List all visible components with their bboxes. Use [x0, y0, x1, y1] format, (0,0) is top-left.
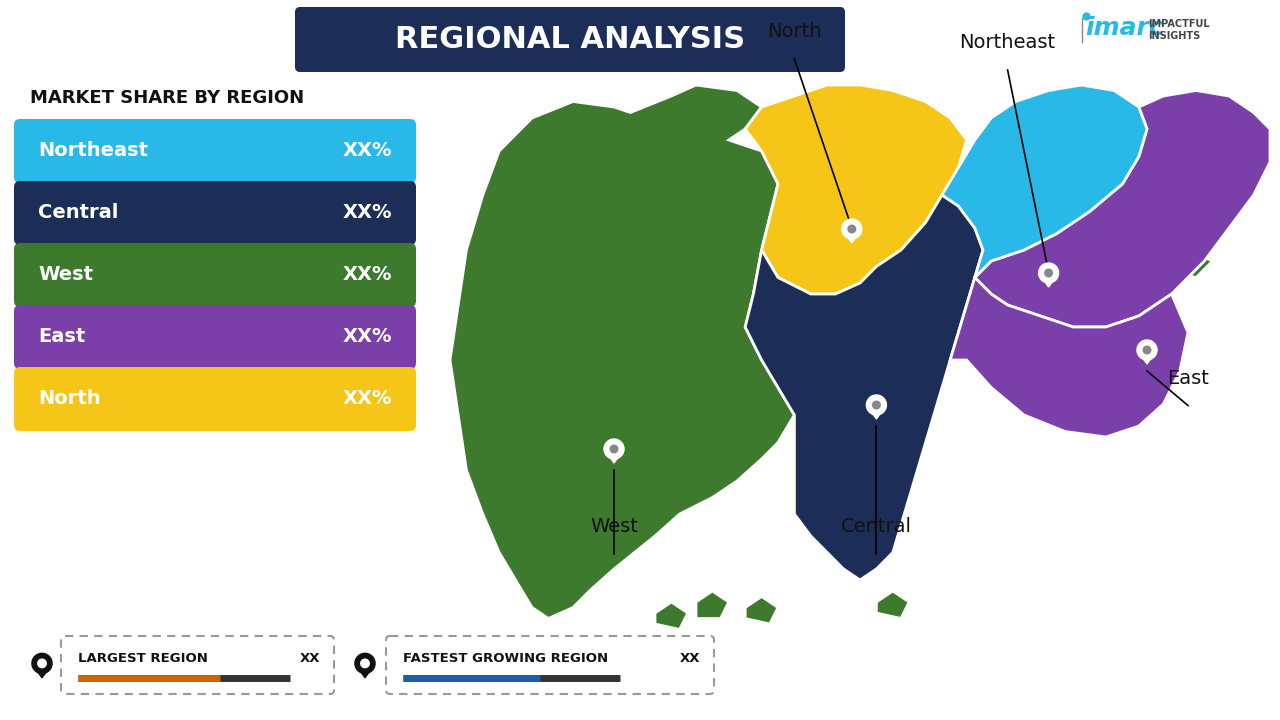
- Polygon shape: [877, 591, 909, 618]
- Circle shape: [873, 401, 881, 409]
- Text: XX: XX: [680, 652, 700, 665]
- FancyBboxPatch shape: [14, 181, 416, 245]
- Text: IMPACTFUL: IMPACTFUL: [1148, 19, 1210, 29]
- Circle shape: [1044, 269, 1052, 276]
- Text: XX%: XX%: [343, 204, 392, 222]
- FancyBboxPatch shape: [387, 636, 714, 694]
- Text: Central: Central: [841, 517, 911, 536]
- Circle shape: [38, 660, 46, 667]
- Text: MARKET SHARE BY REGION: MARKET SHARE BY REGION: [29, 89, 305, 107]
- Polygon shape: [1137, 350, 1157, 364]
- Polygon shape: [696, 591, 728, 618]
- Text: imarc: imarc: [1085, 16, 1164, 40]
- Text: XX%: XX%: [343, 328, 392, 346]
- Text: East: East: [38, 328, 86, 346]
- Text: East: East: [1167, 369, 1208, 387]
- Polygon shape: [745, 596, 778, 624]
- Polygon shape: [1137, 340, 1157, 360]
- Polygon shape: [950, 277, 1188, 437]
- Polygon shape: [842, 229, 861, 243]
- Circle shape: [355, 653, 375, 673]
- Text: Central: Central: [38, 204, 118, 222]
- Polygon shape: [867, 395, 887, 415]
- Circle shape: [1143, 346, 1151, 354]
- Polygon shape: [867, 405, 887, 419]
- Polygon shape: [975, 91, 1270, 327]
- Polygon shape: [1038, 273, 1059, 287]
- Text: XX: XX: [300, 652, 320, 665]
- Circle shape: [849, 225, 855, 233]
- Text: REGIONAL ANALYSIS: REGIONAL ANALYSIS: [396, 25, 745, 55]
- Circle shape: [32, 653, 52, 673]
- FancyBboxPatch shape: [294, 7, 845, 72]
- Polygon shape: [1038, 263, 1059, 283]
- Polygon shape: [745, 195, 983, 580]
- FancyBboxPatch shape: [14, 243, 416, 307]
- Text: LARGEST REGION: LARGEST REGION: [78, 652, 207, 665]
- Polygon shape: [942, 85, 1147, 277]
- Circle shape: [611, 445, 618, 453]
- Polygon shape: [356, 665, 374, 678]
- Text: FASTEST GROWING REGION: FASTEST GROWING REGION: [403, 652, 608, 665]
- Polygon shape: [745, 85, 966, 294]
- FancyBboxPatch shape: [14, 305, 416, 369]
- Text: North: North: [767, 22, 822, 41]
- Polygon shape: [842, 219, 861, 239]
- Polygon shape: [655, 602, 687, 629]
- FancyBboxPatch shape: [14, 367, 416, 431]
- Polygon shape: [1171, 250, 1212, 277]
- Polygon shape: [604, 439, 625, 459]
- Polygon shape: [604, 449, 625, 463]
- Text: Northeast: Northeast: [38, 142, 148, 161]
- Circle shape: [361, 660, 369, 667]
- Polygon shape: [451, 85, 795, 618]
- Text: West: West: [38, 266, 93, 284]
- Text: North: North: [38, 390, 101, 408]
- Text: XX%: XX%: [343, 142, 392, 161]
- FancyBboxPatch shape: [14, 119, 416, 183]
- Text: INSIGHTS: INSIGHTS: [1148, 31, 1201, 41]
- Text: Northeast: Northeast: [960, 33, 1056, 52]
- FancyBboxPatch shape: [61, 636, 334, 694]
- Polygon shape: [33, 665, 51, 678]
- Text: XX%: XX%: [343, 266, 392, 284]
- Text: West: West: [590, 517, 637, 536]
- Text: XX%: XX%: [343, 390, 392, 408]
